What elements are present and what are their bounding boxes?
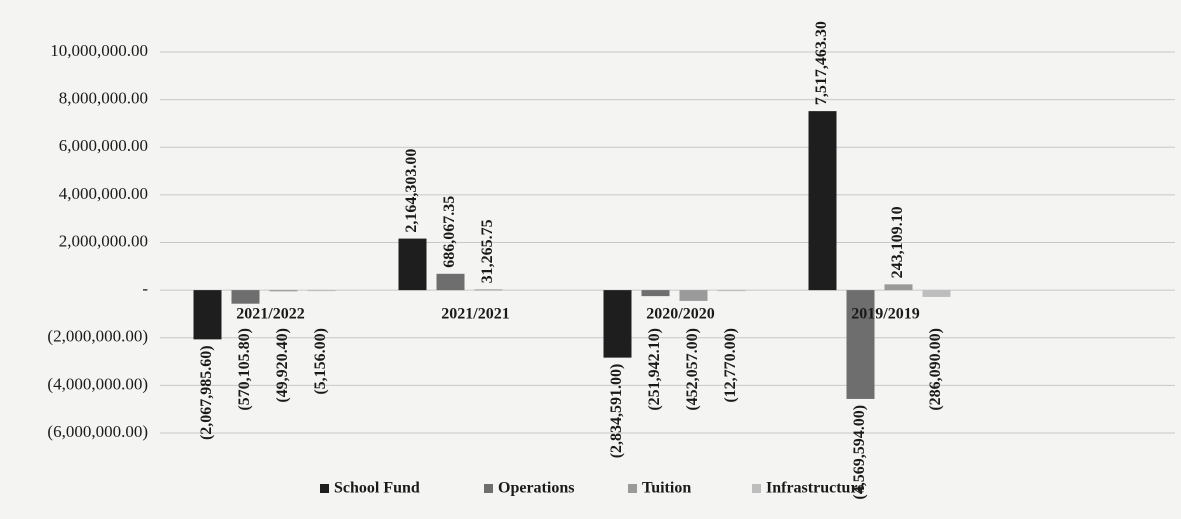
value-label: (4,569,594.00) [851,405,868,500]
legend-swatch [752,484,761,493]
y-tick-label: - [142,279,148,298]
bar [269,290,298,292]
y-tick-label: 4,000,000.00 [59,184,148,203]
bar [474,289,503,291]
y-tick-label: (6,000,000.00) [47,422,148,441]
value-label: 7,517,463.30 [813,21,830,105]
value-label: (452,057.00) [684,328,701,411]
x-tick-label: 2021/2021 [441,306,509,323]
x-tick-label: 2021/2022 [236,306,304,323]
value-label: (2,067,985.60) [198,345,215,440]
value-label: (49,920.40) [274,328,291,403]
y-tick-label: 6,000,000.00 [59,136,148,155]
bar [231,290,260,304]
bar [398,238,427,291]
value-label: (12,770.00) [722,328,739,403]
bar [846,290,875,399]
value-label: (251,942.10) [646,328,663,411]
value-label: 31,265.75 [479,219,496,283]
bar [884,284,913,291]
legend-label: Infrastructure [766,480,864,497]
bar [307,290,336,292]
bar [641,290,670,297]
bar [436,273,465,291]
y-tick-label: (4,000,000.00) [47,374,148,393]
bar [193,290,222,340]
value-label: (286,090.00) [927,328,944,411]
legend-swatch [628,484,637,493]
y-tick-label: 2,000,000.00 [59,231,148,250]
value-label: (570,105.80) [236,328,253,411]
value-label: 686,067.35 [441,196,458,268]
value-label: 2,164,303.00 [403,149,420,233]
bar [717,290,746,292]
x-tick-label: 2019/2019 [851,306,919,323]
bar [679,290,708,301]
legend-label: Operations [498,480,574,497]
bar [922,290,951,297]
y-tick-label: (2,000,000.00) [47,327,148,346]
legend-label: Tuition [642,480,691,497]
bar [808,111,837,291]
value-label: (5,156.00) [312,328,329,395]
bar [603,290,632,358]
value-label: (2,834,591.00) [608,364,625,459]
y-tick-label: 8,000,000.00 [59,89,148,108]
legend-swatch [320,484,329,493]
value-label: 243,109.10 [889,206,906,278]
legend-swatch [484,484,493,493]
x-tick-label: 2020/2020 [646,306,714,323]
y-tick-label: 10,000,000.00 [50,41,148,60]
legend-label: School Fund [334,480,420,497]
